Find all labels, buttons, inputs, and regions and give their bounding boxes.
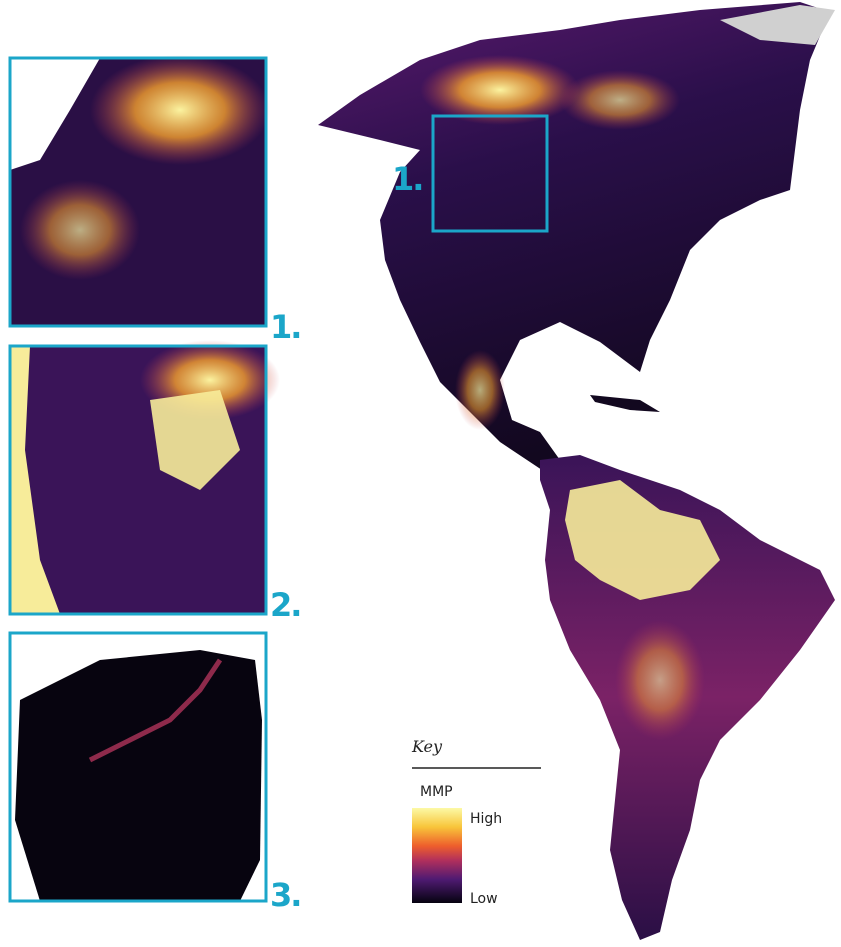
coast (10, 346, 60, 614)
region-label: 1. (392, 160, 422, 198)
inset-frame (8, 631, 268, 903)
key-variable: MMP (420, 784, 453, 800)
key-low: Low (470, 891, 498, 907)
key-high: High (470, 811, 502, 827)
corridor (88, 658, 223, 763)
north-america (318, 2, 830, 472)
inset-1: 1. (8, 55, 302, 346)
greenland-ice (720, 5, 835, 45)
ocean (10, 58, 100, 170)
hotspot (420, 55, 580, 125)
land (15, 650, 262, 901)
key: Key MMP High Low (330, 737, 541, 947)
inset-frame (8, 56, 268, 328)
inset-label: 2. (270, 586, 300, 624)
inset-frame (8, 344, 268, 616)
hotspot (20, 180, 140, 280)
hotspot (615, 620, 705, 740)
inset-3: 3. (8, 631, 302, 914)
high-area (150, 390, 240, 490)
inset-2: 2. (8, 340, 302, 624)
caribbean (590, 395, 660, 412)
amazon-high (565, 480, 720, 600)
hotspot (90, 55, 270, 165)
region-box (431, 114, 549, 233)
main-map: 1. (318, 2, 835, 940)
hotspot (455, 350, 505, 430)
key-ramp (412, 808, 462, 903)
key-title: Key (411, 737, 443, 756)
inset-label: 3. (270, 876, 300, 914)
hotspot (560, 70, 680, 130)
inset-label: 1. (270, 308, 300, 346)
